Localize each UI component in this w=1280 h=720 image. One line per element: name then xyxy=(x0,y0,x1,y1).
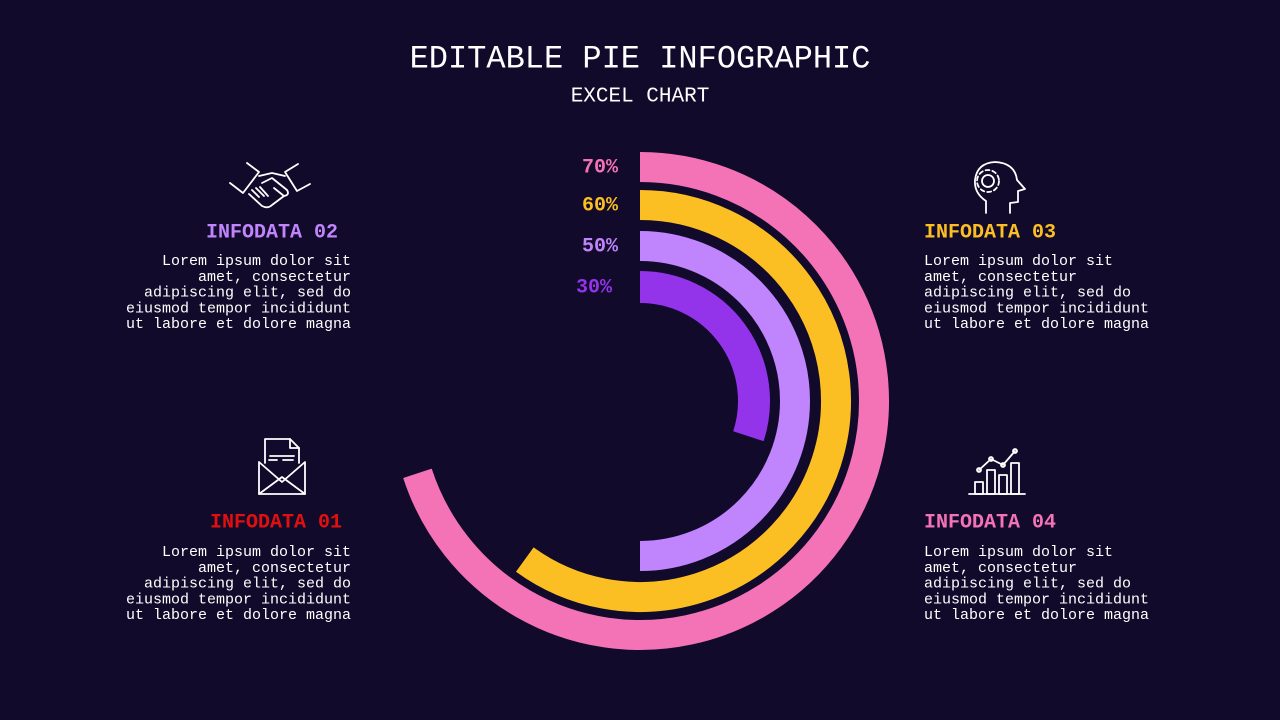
info-text: adipiscing elit, sed do xyxy=(144,576,351,593)
info-text: eiusmod tempor incididunt xyxy=(126,300,351,317)
info-title: INFODATA 02 xyxy=(206,221,338,244)
info-text: ut labore et dolore magna xyxy=(126,607,351,624)
info-text: adipiscing elit, sed do xyxy=(924,285,1131,302)
value-label: 70% xyxy=(582,156,619,179)
info-text: Lorem ipsum dolor sit xyxy=(162,544,351,561)
handshake-icon xyxy=(229,162,311,209)
ring-bar xyxy=(403,152,889,650)
info-text: amet, consectetur xyxy=(198,269,351,286)
head-gear-icon xyxy=(974,161,1026,214)
info-text: amet, consectetur xyxy=(924,560,1077,577)
info-text: ut labore et dolore magna xyxy=(924,607,1149,624)
value-label: 30% xyxy=(576,276,613,299)
info-text: ut labore et dolore magna xyxy=(924,316,1149,333)
info-text: adipiscing elit, sed do xyxy=(144,285,351,302)
info-text: eiusmod tempor incididunt xyxy=(924,591,1149,608)
info-title: INFODATA 03 xyxy=(924,221,1056,244)
ring-bar xyxy=(516,190,851,612)
info-text: eiusmod tempor incididunt xyxy=(126,591,351,608)
growth-chart-icon xyxy=(968,448,1026,495)
info-text: ut labore et dolore magna xyxy=(126,316,351,333)
info-text: amet, consectetur xyxy=(198,560,351,577)
info-text: Lorem ipsum dolor sit xyxy=(162,253,351,270)
subtitle: EXCEL CHART xyxy=(571,86,710,109)
info-text: adipiscing elit, sed do xyxy=(924,576,1131,593)
info-text: Lorem ipsum dolor sit xyxy=(924,253,1113,270)
ring-bar xyxy=(639,231,810,571)
info-text: amet, consectetur xyxy=(924,269,1077,286)
value-label: 60% xyxy=(582,194,619,217)
value-label: 50% xyxy=(582,235,619,258)
title: EDITABLE PIE INFOGRAPHIC xyxy=(410,40,871,77)
info-title: INFODATA 04 xyxy=(924,511,1056,534)
envelope-icon xyxy=(258,438,306,495)
info-text: Lorem ipsum dolor sit xyxy=(924,544,1113,561)
ring-bar xyxy=(639,271,770,442)
info-text: eiusmod tempor incididunt xyxy=(924,300,1149,317)
info-title: INFODATA 01 xyxy=(210,511,342,534)
